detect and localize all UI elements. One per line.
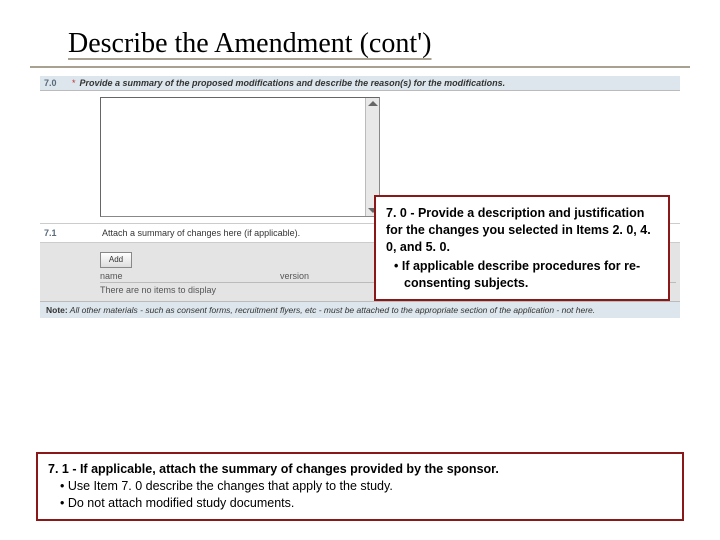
note-label: Note: [46,305,68,315]
summary-textarea[interactable] [100,97,380,217]
row-7-0-header: 7.0 * Provide a summary of the proposed … [40,76,680,91]
add-button[interactable]: Add [100,252,132,268]
callout-7-0: 7. 0 - Provide a description and justifi… [374,195,670,301]
callout-7-1-bullet-1: • Use Item 7. 0 describe the changes tha… [48,478,672,495]
note-text: All other materials - such as consent fo… [68,305,595,315]
callout-7-0-text: 7. 0 - Provide a description and justifi… [386,205,658,256]
page-title: Describe the Amendment (cont') [30,0,690,68]
callout-7-1-text: 7. 1 - If applicable, attach the summary… [48,461,672,478]
row-7-0-number: 7.0 [44,78,72,88]
row-7-1-prompt: Attach a summary of changes here (if app… [102,228,300,238]
required-star: * [72,78,76,88]
callout-7-1-bullet-2: • Do not attach modified study documents… [48,495,672,512]
row-7-0-prompt: Provide a summary of the proposed modifi… [80,78,506,88]
note-row: Note: All other materials - such as cons… [40,302,680,318]
callout-7-1: 7. 1 - If applicable, attach the summary… [36,452,684,521]
column-name: name [100,271,280,281]
callout-7-0-bullet: • If applicable describe procedures for … [386,258,658,292]
row-7-1-number: 7.1 [44,228,102,238]
